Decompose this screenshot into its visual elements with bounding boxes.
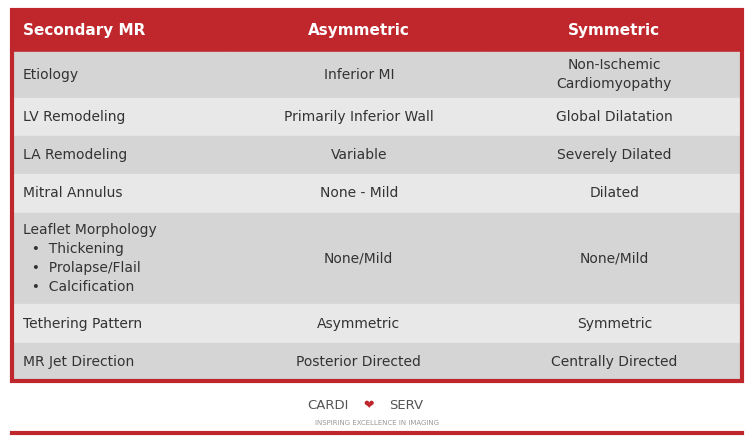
Text: None/Mild: None/Mild (324, 251, 394, 265)
Text: Etiology: Etiology (23, 68, 78, 82)
Text: Tethering Pattern: Tethering Pattern (23, 317, 142, 331)
Text: Variable: Variable (330, 148, 387, 162)
Text: CARDI: CARDI (307, 399, 348, 411)
Text: Symmetric: Symmetric (569, 23, 661, 38)
Text: INSPIRING EXCELLENCE IN IMAGING: INSPIRING EXCELLENCE IN IMAGING (315, 420, 439, 426)
Text: None - Mild: None - Mild (320, 187, 398, 201)
Text: Global Dilatation: Global Dilatation (556, 110, 673, 124)
Text: LA Remodeling: LA Remodeling (23, 148, 127, 162)
Text: Leaflet Morphology
  •  Thickening
  •  Prolapse/Flail
  •  Calcification: Leaflet Morphology • Thickening • Prolap… (23, 223, 156, 294)
Text: SERV: SERV (389, 399, 423, 411)
Text: Primarily Inferior Wall: Primarily Inferior Wall (284, 110, 434, 124)
Text: None/Mild: None/Mild (580, 251, 649, 265)
Text: Mitral Annulus: Mitral Annulus (23, 187, 122, 201)
Text: Secondary MR: Secondary MR (23, 23, 145, 38)
Text: Centrally Directed: Centrally Directed (551, 355, 677, 369)
Text: Severely Dilated: Severely Dilated (557, 148, 672, 162)
Text: LV Remodeling: LV Remodeling (23, 110, 125, 124)
Text: Symmetric: Symmetric (577, 317, 652, 331)
Text: MR Jet Direction: MR Jet Direction (23, 355, 133, 369)
Text: Posterior Directed: Posterior Directed (296, 355, 421, 369)
Text: Inferior MI: Inferior MI (323, 68, 394, 82)
Text: Non-Ischemic
Cardiomyopathy: Non-Ischemic Cardiomyopathy (556, 58, 672, 91)
Text: Asymmetric: Asymmetric (308, 23, 409, 38)
Text: Asymmetric: Asymmetric (317, 317, 400, 331)
Text: Dilated: Dilated (589, 187, 639, 201)
Text: ❤: ❤ (363, 399, 374, 411)
